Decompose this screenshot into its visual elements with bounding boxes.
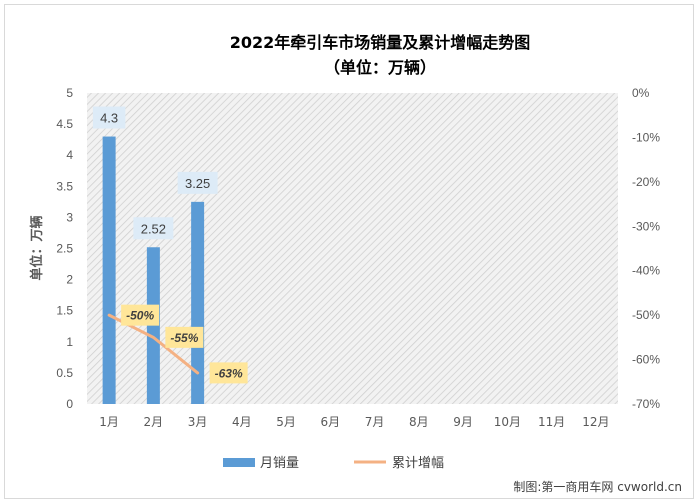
chart-title-line2: （单位：万辆）: [324, 58, 436, 77]
left-tick-label: 3: [66, 210, 73, 224]
x-tick-label: 6月: [321, 415, 341, 429]
bar-label-box: [92, 106, 126, 129]
y-axis-label: 单位：万辆: [29, 215, 45, 280]
left-axis-ticks: 0 0.5 1 1.5 2 2.5 3 3.5 4 4.5 5: [56, 86, 73, 411]
legend-line-label: 累计增幅: [392, 456, 444, 471]
x-tick-label: 2月: [144, 415, 164, 429]
bar-label: 4.3: [100, 111, 118, 126]
bar-label-box: [133, 217, 174, 240]
left-tick-label: 4.5: [56, 117, 73, 131]
line-label-box: [121, 304, 160, 326]
x-tick-label: 7月: [365, 415, 385, 429]
bar-label: 3.25: [185, 176, 210, 191]
line-label-box: [209, 362, 248, 384]
right-tick-label: -40%: [632, 264, 660, 278]
x-tick-label: 1月: [99, 415, 119, 429]
x-tick-label: 12月: [582, 415, 609, 429]
bar-label: 2.52: [141, 221, 166, 236]
right-tick-label: -60%: [632, 353, 660, 367]
line-value-labels: -50% -55% -63%: [121, 304, 248, 384]
right-tick-label: -30%: [632, 219, 660, 233]
bar: [102, 136, 116, 405]
right-tick-label: -10%: [632, 130, 660, 144]
right-tick-label: -50%: [632, 308, 660, 322]
left-tick-label: 0.5: [56, 366, 73, 380]
bar: [191, 201, 205, 404]
plot-area: [87, 93, 618, 404]
left-tick-label: 0: [66, 397, 73, 411]
bar-value-labels: 4.3 2.52 3.25: [92, 106, 218, 240]
x-tick-label: 10月: [494, 415, 521, 429]
bar-label-box: [177, 171, 218, 194]
line-label-box: [165, 326, 204, 348]
x-tick-label: 4月: [232, 415, 252, 429]
x-tick-label: 8月: [409, 415, 429, 429]
right-tick-label: 0%: [632, 86, 650, 100]
left-tick-label: 3.5: [56, 179, 73, 193]
chart-title-line1: 2022年牵引车市场销量及累计增幅走势图: [230, 33, 531, 52]
x-tick-label: 11月: [538, 415, 565, 429]
left-tick-label: 2: [66, 273, 73, 287]
left-tick-label: 1.5: [56, 304, 73, 318]
right-tick-label: -70%: [632, 397, 660, 411]
left-tick-label: 2.5: [56, 242, 73, 256]
line-label: -63%: [215, 366, 243, 380]
x-tick-label: 3月: [188, 415, 208, 429]
legend-bar-swatch: [223, 458, 255, 467]
left-tick-label: 4: [66, 148, 73, 162]
line-label: -55%: [170, 331, 198, 345]
left-tick-label: 1: [66, 335, 73, 349]
x-tick-label: 5月: [276, 415, 296, 429]
line-label: -50%: [126, 309, 154, 323]
right-tick-label: -20%: [632, 175, 660, 189]
left-tick-label: 5: [66, 86, 73, 100]
x-axis-ticks: 1月 2月 3月 4月 5月 6月 7月 8月 9月 10月 11月 12月: [99, 415, 609, 429]
legend: 月销量 累计增幅: [223, 456, 444, 471]
right-axis-ticks: 0% -10% -20% -30% -40% -50% -60% -70%: [632, 86, 660, 411]
source-credit: 制图:第一商用车网 cvworld.cn: [513, 479, 682, 494]
x-tick-label: 9月: [453, 415, 473, 429]
legend-bar-label: 月销量: [260, 456, 299, 471]
